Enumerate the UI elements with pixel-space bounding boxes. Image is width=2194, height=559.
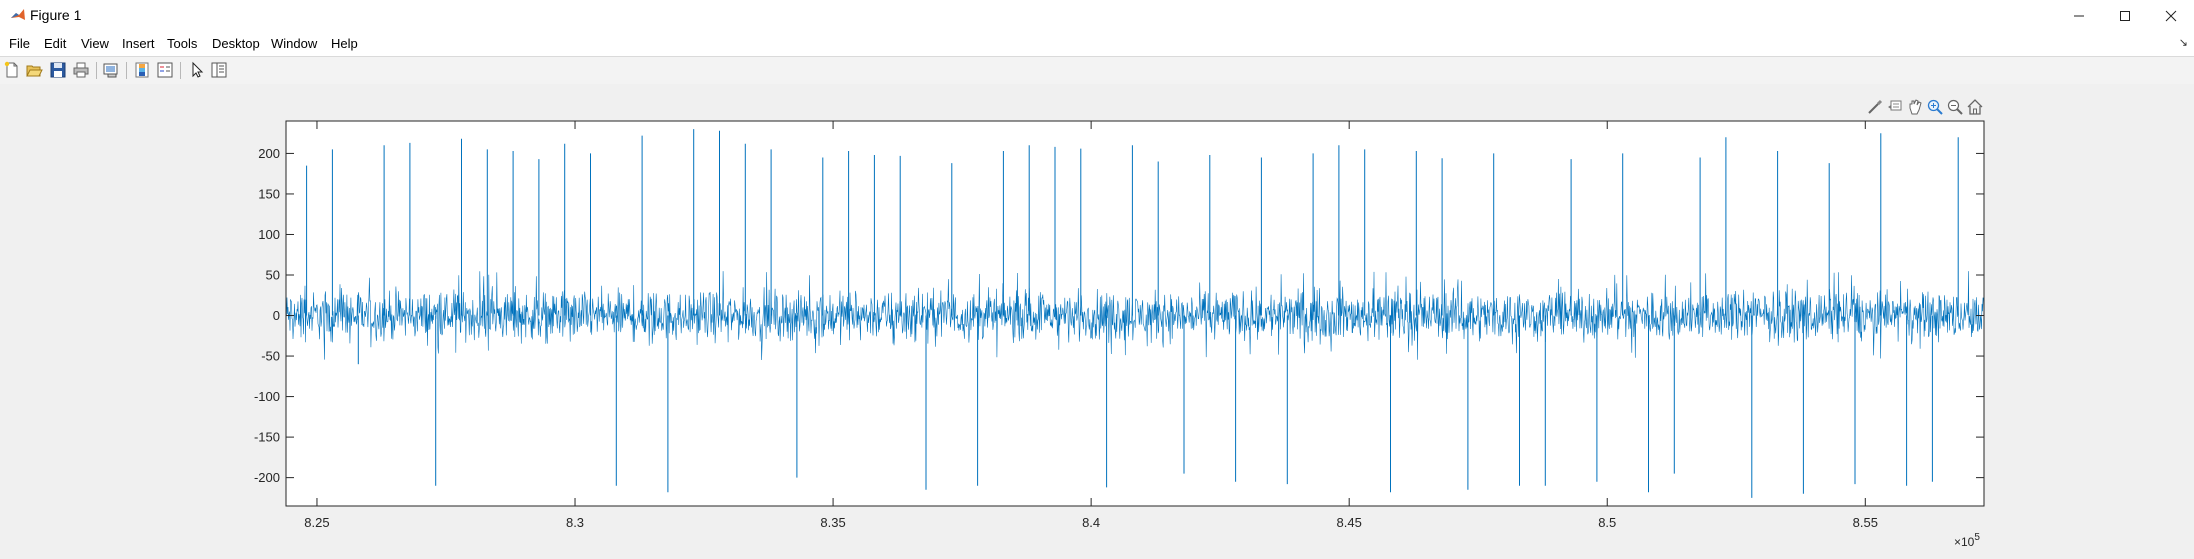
save-icon[interactable] <box>49 61 67 79</box>
matlab-logo-icon <box>11 9 25 20</box>
zoom-out-icon[interactable] <box>1946 98 1964 116</box>
x-tick-label: 8.55 <box>1853 515 1878 530</box>
zoom-in-icon[interactable] <box>1926 98 1944 116</box>
link-plot-icon[interactable] <box>102 61 120 79</box>
dock-figure-icon[interactable]: ↘ <box>2178 37 2188 49</box>
x-axis: 8.25 8.3 8.35 8.4 8.45 8.5 8.55 <box>304 121 1878 530</box>
new-figure-icon[interactable] <box>3 61 21 79</box>
home-icon[interactable] <box>1966 98 1984 116</box>
x-tick-label: 8.3 <box>566 515 584 530</box>
menu-edit[interactable]: Edit <box>44 36 67 51</box>
signal-noise-band <box>285 271 1985 361</box>
x-exponent-power: 5 <box>1974 532 1980 543</box>
x-tick-label: 8.25 <box>304 515 329 530</box>
maximize-button[interactable] <box>2102 0 2148 31</box>
menu-help[interactable]: Help <box>331 36 358 51</box>
close-button[interactable] <box>2148 0 2194 31</box>
y-tick-label: 0 <box>273 308 280 323</box>
menu-desktop[interactable]: Desktop <box>212 36 260 51</box>
open-file-icon[interactable] <box>25 61 43 79</box>
edit-plot-icon[interactable] <box>188 61 206 79</box>
toolbar-separator <box>126 62 127 79</box>
x-tick-label: 8.4 <box>1082 515 1100 530</box>
maximize-icon <box>2120 10 2130 21</box>
pan-icon[interactable] <box>1906 98 1924 116</box>
menu-window[interactable]: Window <box>271 36 318 51</box>
y-axis: 200 150 100 50 0 -50 -100 -150 -200 <box>254 146 1984 485</box>
property-inspector-icon[interactable] <box>210 61 228 79</box>
print-icon[interactable] <box>72 61 90 79</box>
minimize-button[interactable] <box>2056 0 2102 31</box>
menu-bar: File Edit View Insert Tools Desktop Wind… <box>0 31 2194 56</box>
signal-noise-line <box>285 271 1985 361</box>
y-tick-label: -200 <box>254 470 280 485</box>
axes-box <box>285 120 1985 507</box>
legend-icon[interactable] <box>156 61 174 79</box>
y-tick-label: -50 <box>261 349 280 364</box>
x-tick-label: 8.5 <box>1598 515 1616 530</box>
menu-tools[interactable]: Tools <box>167 36 198 51</box>
axes-background <box>286 121 1984 506</box>
colorbar-icon[interactable] <box>133 61 151 79</box>
toolbar-separator <box>180 62 181 79</box>
y-tick-label: 100 <box>258 227 280 242</box>
datatip-icon[interactable] <box>1886 98 1904 116</box>
minimize-icon <box>2074 15 2084 16</box>
menu-file[interactable]: File <box>9 36 30 51</box>
y-tick-label: -100 <box>254 389 280 404</box>
y-tick-label: -150 <box>254 430 280 445</box>
y-tick-label: 150 <box>258 186 280 201</box>
signal-spikes <box>306 129 1959 498</box>
menu-view[interactable]: View <box>81 36 109 51</box>
close-icon <box>2165 10 2177 21</box>
y-tick-label: 50 <box>266 268 280 283</box>
figure-toolbar <box>0 56 2194 85</box>
x-exponent-label: ×105 <box>1954 532 1980 549</box>
window-title: Figure 1 <box>30 7 82 23</box>
x-tick-label: 8.35 <box>820 515 845 530</box>
menu-insert[interactable]: Insert <box>122 36 155 51</box>
axes-toolbar <box>1866 98 1986 118</box>
y-tick-label: 200 <box>258 146 280 161</box>
brush-icon[interactable] <box>1866 98 1884 116</box>
x-tick-label: 8.45 <box>1337 515 1362 530</box>
toolbar-separator <box>96 62 97 79</box>
